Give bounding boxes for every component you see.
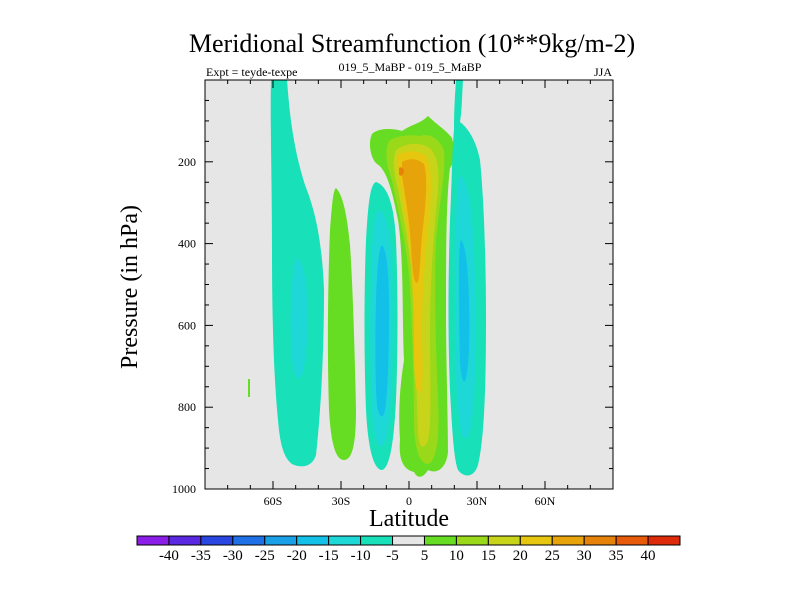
colorbar-swatch [232,535,266,546]
x-tick-label: 30N [467,494,488,508]
colorbar-swatch [168,535,202,546]
x-axis: 60S 30S 0 30N 60N [204,80,614,508]
colorbar-swatch [423,535,457,546]
colorbar-label: 30 [577,548,592,564]
y-tick-label: 200 [178,155,196,169]
colorbar-label: 40 [641,548,656,564]
colorbar-swatch [551,535,585,546]
colorbar-swatch [360,535,394,546]
colorbar-swatch [296,535,330,546]
colorbar-label: -10 [351,548,371,564]
colorbar-label: -35 [191,548,211,564]
colorbar-label: 25 [545,548,560,564]
colorbar-label: 20 [513,548,528,564]
colorbar-swatch [615,535,649,546]
colorbar-swatch [200,535,234,546]
chart-subtitle-left: Expt = teyde-texpe [206,65,297,79]
colorbar: -40 -35 -30 -25 -20 -15 -10 -5 5 10 15 20 25 30 35 40 [136,535,681,564]
colorbar-swatch [328,535,362,546]
colorbar-label: -40 [159,548,179,564]
colorbar-label: 10 [449,548,464,564]
x-tick-label: 0 [406,494,412,508]
colorbar-swatch [455,535,489,546]
chart-title: Meridional Streamfunction (10**9kg/m-2) [189,29,635,58]
colorbar-label: -15 [319,548,339,564]
contour-fill-southern-midlatitude-inner [290,258,308,379]
contour-fill-hadley-25 [402,159,427,283]
chart-subtitle-center: 019_5_MaBP - 019_5_MaBP [339,60,482,74]
colorbar-swatch [647,535,681,546]
colorbar-swatch [264,535,298,546]
y-tick-label: 600 [178,318,196,332]
colorbar-swatch [519,535,553,546]
colorbar-label: -5 [386,548,399,564]
contour-fill-northern-tropical-inner [459,240,470,382]
y-tick-label: 400 [178,237,196,251]
y-axis: 200 400 600 800 1000 [172,79,613,496]
x-tick-label: 60S [264,494,283,508]
contour-field [248,80,486,477]
colorbar-label: -25 [255,548,275,564]
y-tick-label: 800 [178,400,196,414]
x-tick-label: 30S [332,494,351,508]
colorbar-label: -20 [287,548,307,564]
contour-fill-hadley-30 [399,167,404,176]
colorbar-label: 35 [609,548,624,564]
x-axis-label: Latitude [369,506,449,532]
colorbar-swatch [392,535,425,546]
chart-subtitle-right: JJA [594,65,612,79]
colorbar-swatch [136,535,170,546]
colorbar-swatch [583,535,617,546]
y-tick-label: 1000 [172,482,196,496]
colorbar-swatch [487,535,521,546]
contour-fill-small-positive-mark [248,379,250,397]
contour-fill-southern-tropical-inner [375,245,389,417]
contour-fill-southern-subtropical [327,188,356,460]
y-axis-label: Pressure (in hPa) [117,205,143,369]
colorbar-label: -30 [223,548,243,564]
x-tick-label: 60N [535,494,556,508]
colorbar-label: 15 [481,548,496,564]
colorbar-label: 5 [421,548,429,564]
